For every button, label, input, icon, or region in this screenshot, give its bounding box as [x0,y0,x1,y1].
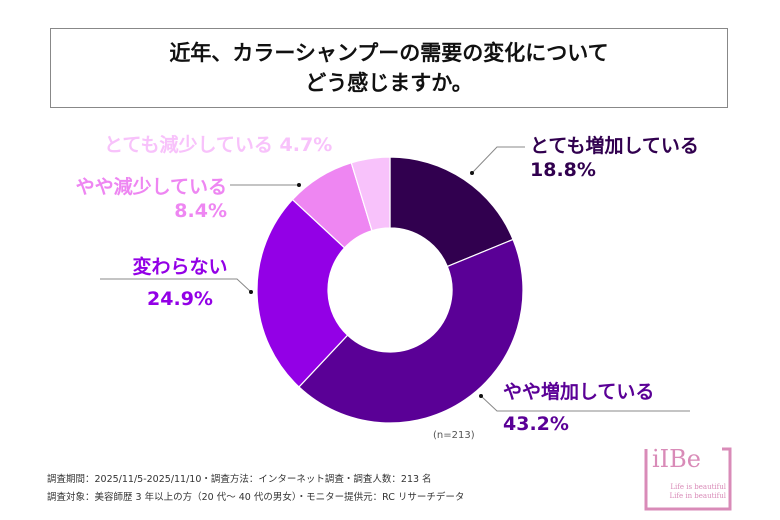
footer-survey-period: 調査期間：2025/11/5-2025/11/10・調査方法：インターネット調査… [47,474,432,485]
logo-frame [644,447,732,511]
slice-no-change [256,198,349,388]
sample-size-note: (n=213) [433,430,475,441]
leader-line [100,278,252,293]
leader-dot [297,183,301,187]
leader-dot [479,394,483,398]
logo-tagline-1: Life is beautiful [670,483,726,491]
label-no-change: 変わらない 24.9% [120,255,240,311]
logo-tagline-2: Life in beautiful [669,492,726,500]
value-label: 24.9% [147,288,213,310]
category-label: やや増加している [503,381,655,403]
value-label: 8.4% [174,200,227,222]
category-label: とても増加している [530,135,699,157]
slice-somewhat-increase [298,238,524,424]
category-label: 変わらない [132,256,228,278]
logo-text: iIBe [652,445,701,473]
value-label: 43.2% [503,413,569,435]
title-line-1: 近年、カラーシャンプーの需要の変化について [169,41,609,65]
title-box: 近年、カラーシャンプーの需要の変化について どう感じますか。 [50,28,728,108]
category-label: やや減少している [75,176,227,198]
label-somewhat-increase: やや増加している 43.2% [503,380,654,436]
category-label: とても減少している [104,134,273,156]
leader-dot [470,171,474,175]
label-very-decrease: とても減少している 4.7% [104,133,332,157]
leader-line [471,146,525,174]
title-line-2: どう感じますか。 [305,71,473,95]
slice-very-increase [389,156,514,268]
value-label: 18.8% [530,159,596,181]
footer-survey-target: 調査対象：美容師歴 3 年以上の方（20 代～ 40 代の男女）・モニター提供元… [47,492,465,503]
value-label: 4.7% [279,134,333,156]
leader-line [480,395,690,412]
label-very-increase: とても増加している 18.8% [530,134,699,182]
slice-very-decrease [350,156,391,232]
ibe-logo: iIBe Life is beautiful Life in beautiful [640,445,734,511]
label-somewhat-decrease: やや減少している 8.4% [76,175,227,223]
leader-dot [249,290,253,294]
